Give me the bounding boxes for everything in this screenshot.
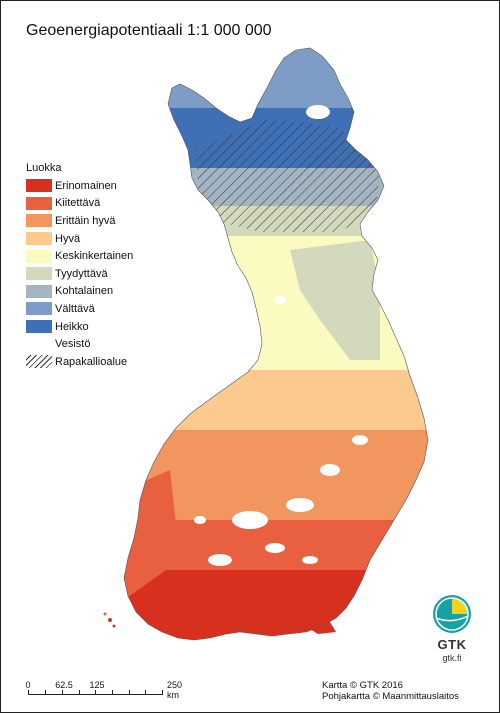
legend-swatch: [26, 249, 52, 263]
legend-label: Heikko: [55, 320, 89, 333]
legend-label: Kiitettävä: [55, 197, 101, 210]
legend-item: Erittäin hyvä: [26, 212, 133, 230]
scale-label: 62.5: [55, 680, 73, 690]
aland-islands: [103, 612, 116, 628]
legend-heading: Luokka: [26, 162, 62, 174]
scale-bar: 0 62.5 125 250 km: [24, 680, 194, 710]
map-credits: Kartta © GTK 2016 Pohjakartta © Maanmitt…: [322, 680, 459, 702]
legend-item: Kohtalainen: [26, 283, 133, 301]
legend-label: Välttävä: [55, 302, 95, 315]
scale-tick: [129, 690, 130, 695]
water-swatch: [26, 338, 52, 351]
scale-label: 250 km: [167, 680, 183, 700]
potential-zones: [124, 48, 428, 640]
gtk-url-link[interactable]: gtk.fi: [442, 653, 462, 663]
legend-label: Rapakallioalue: [55, 355, 128, 368]
credit-line: Kartta © GTK 2016: [322, 680, 403, 691]
zone-tyydyttava-east: [290, 240, 380, 360]
legend-swatch: [26, 320, 52, 334]
legend-swatch: [26, 214, 52, 228]
water-bodies: [194, 105, 368, 566]
legend-swatch: [26, 196, 52, 210]
scale-tick: [45, 690, 46, 695]
scale-tick: [162, 690, 163, 695]
legend-label: Tyydyttävä: [55, 267, 108, 280]
hatch-swatch: [26, 355, 52, 369]
legend-item-rapakivi: Rapakallioalue: [26, 353, 133, 371]
gtk-logo-text[interactable]: GTK: [437, 637, 467, 652]
scale-label: 125: [89, 680, 105, 690]
legend-label: Vesistö: [55, 338, 91, 351]
legend-item: Keskinkertainen: [26, 247, 133, 265]
legend-label: Hyvä: [55, 232, 81, 245]
scale-tick: [79, 690, 80, 695]
legend-item: Välttävä: [26, 300, 133, 318]
legend-item-water: Vesistö: [26, 335, 133, 353]
legend-swatch: [26, 267, 52, 281]
scale-tick: [112, 690, 113, 695]
scale-tick: [28, 690, 29, 695]
scale-label: 0: [25, 680, 31, 690]
legend-label: Erinomainen: [55, 179, 117, 192]
legend-item: Kiitettävä: [26, 195, 133, 213]
legend-label: Erittäin hyvä: [55, 214, 116, 227]
credit-line: Pohjakartta © Maanmittauslaitos: [322, 691, 459, 702]
map-title: Geoenergiapotentiaali 1:1 000 000: [26, 22, 272, 39]
zone-erinomainen: [124, 570, 428, 640]
legend: Luokka Erinomainen Kiitettävä Erittäin h…: [26, 162, 133, 371]
legend-label: Kohtalainen: [55, 285, 114, 298]
legend-swatch: [26, 179, 52, 193]
scale-tick: [95, 690, 96, 695]
scale-tick: [145, 690, 146, 695]
rapakivi-area: [196, 118, 380, 232]
scale-tick: [62, 690, 63, 695]
legend-swatch: [26, 232, 52, 246]
legend-item: Erinomainen: [26, 177, 133, 195]
legend-label: Keskinkertainen: [55, 250, 134, 263]
legend-item: Hyvä: [26, 230, 133, 248]
gtk-logo-icon[interactable]: [432, 594, 472, 634]
legend-swatch: [26, 284, 52, 298]
legend-swatch: [26, 302, 52, 316]
legend-item: Tyydyttävä: [26, 265, 133, 283]
legend-item: Heikko: [26, 318, 133, 336]
